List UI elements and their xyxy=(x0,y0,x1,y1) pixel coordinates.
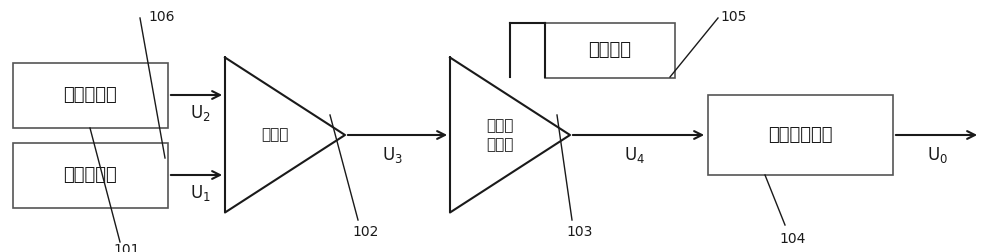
Text: 105: 105 xyxy=(720,10,746,24)
Bar xyxy=(545,22,675,78)
Text: 功率放
大电路: 功率放 大电路 xyxy=(487,118,514,152)
Bar xyxy=(12,142,168,207)
Text: 106: 106 xyxy=(148,10,175,24)
Text: U$_4$: U$_4$ xyxy=(624,145,646,165)
Text: 104: 104 xyxy=(779,232,805,246)
Text: 比较器: 比较器 xyxy=(262,128,289,142)
Text: U$_1$: U$_1$ xyxy=(190,183,210,203)
Bar xyxy=(12,62,168,128)
Text: 第一滤波电路: 第一滤波电路 xyxy=(768,126,832,144)
Text: U$_0$: U$_0$ xyxy=(927,145,947,165)
Bar xyxy=(708,95,893,175)
Text: 供电电源: 供电电源 xyxy=(588,41,632,59)
Text: U$_3$: U$_3$ xyxy=(382,145,402,165)
Text: 103: 103 xyxy=(566,225,592,239)
Text: U$_2$: U$_2$ xyxy=(190,103,210,123)
Text: 波形发生器: 波形发生器 xyxy=(63,86,117,104)
Text: 信号发生器: 信号发生器 xyxy=(63,166,117,184)
Text: 102: 102 xyxy=(352,225,378,239)
Text: 101: 101 xyxy=(113,243,140,252)
